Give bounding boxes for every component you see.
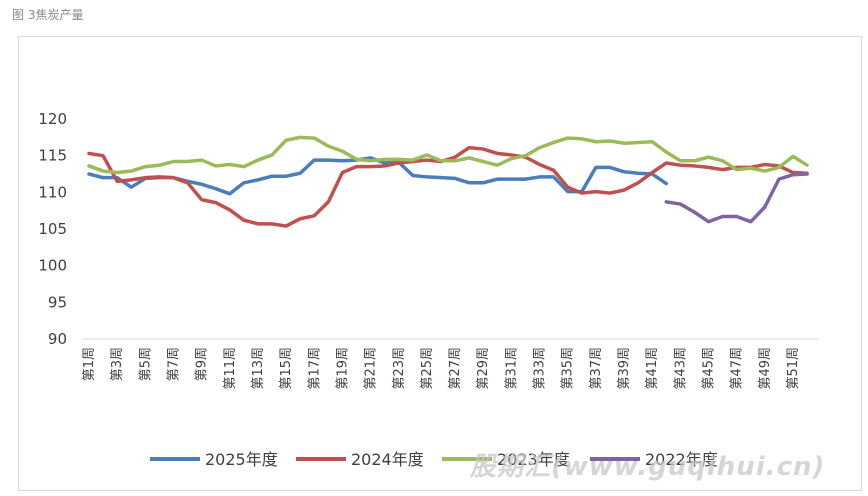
x-tick-label: 第1周 [82, 347, 97, 381]
x-tick-label: 第21周 [364, 347, 379, 390]
x-tick-label: 第33周 [533, 347, 548, 390]
x-tick-label: 第39周 [617, 347, 632, 390]
x-tick-label: 第13周 [251, 347, 266, 390]
y-tick-label: 120 [38, 110, 67, 128]
x-tick-label: 第41周 [645, 347, 660, 390]
x-tick-label: 第31周 [504, 347, 519, 390]
legend-label-3: 2022年度 [645, 450, 718, 469]
y-tick-label: 95 [48, 293, 67, 311]
x-tick-label: 第37周 [589, 347, 604, 390]
x-tick-label: 第5周 [138, 347, 153, 381]
y-tick-label: 100 [38, 257, 67, 275]
legend-label-1: 2024年度 [351, 450, 424, 469]
x-tick-label: 第43周 [673, 347, 688, 390]
x-tick-label: 第19周 [335, 347, 350, 390]
x-tick-label: 第25周 [420, 347, 435, 390]
x-tick-label: 第49周 [758, 347, 773, 390]
x-tick-label: 第51周 [786, 347, 801, 390]
x-tick-label: 第3周 [110, 347, 125, 381]
x-tick-label: 第45周 [702, 347, 717, 390]
x-tick-label: 第15周 [279, 347, 294, 390]
y-tick-label: 110 [38, 183, 67, 201]
x-tick-label: 第27周 [448, 347, 463, 390]
y-tick-label: 115 [38, 147, 67, 165]
x-tick-label: 第9周 [195, 347, 210, 381]
y-tick-label: 90 [48, 330, 67, 348]
x-tick-label: 第47周 [730, 347, 745, 390]
x-tick-label: 第23周 [392, 347, 407, 390]
watermark: 股期汇(www.guqihui.cn) [470, 452, 826, 482]
y-axis-ticks: 90 95 100 105 110 115 120 [38, 110, 67, 348]
legend-label-0: 2025年度 [205, 450, 278, 469]
x-tick-label: 第29周 [476, 347, 491, 390]
series-line-3 [664, 172, 809, 224]
x-axis-ticks: 第1周 第3周 第5周 第7周 第9周 第11周 第13周 第15周 第17周 第19周 第21周第… [82, 347, 801, 390]
legend-label-2: 2023年度 [497, 450, 570, 469]
series-line-2 [87, 135, 809, 175]
series-lines [87, 135, 809, 228]
x-tick-label: 第17周 [307, 347, 322, 390]
chart-frame [18, 36, 862, 491]
x-tick-label: 第35周 [561, 347, 576, 390]
figure-caption: 图 3焦炭产量 [12, 8, 84, 22]
x-tick-label: 第11周 [223, 347, 238, 390]
legend: 2025年度 2024年度 2023年度 2022年度 [150, 450, 718, 469]
y-tick-label: 105 [38, 220, 67, 238]
x-tick-label: 第7周 [166, 347, 181, 381]
